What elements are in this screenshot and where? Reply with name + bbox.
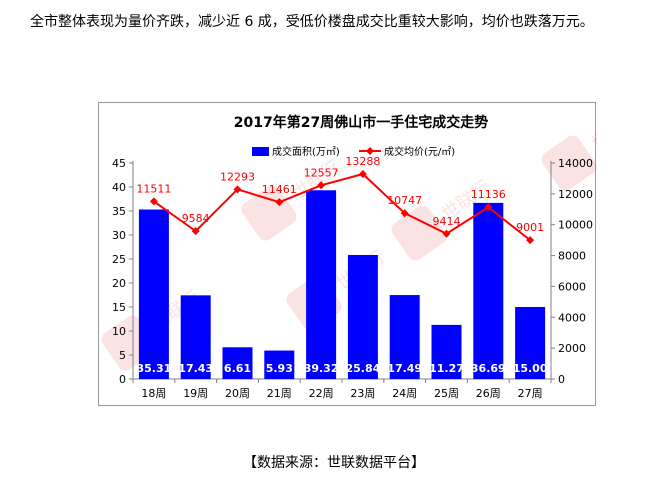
y-right-tick-label: 14000 [558, 157, 593, 170]
line-value-label: 13288 [345, 155, 380, 168]
bar [347, 254, 378, 379]
line-point [317, 181, 326, 190]
bar-value-label: 39.32 [304, 362, 339, 375]
legend-label-bar: 成交面积(万㎡) [272, 145, 340, 158]
watermark-badge [541, 135, 597, 191]
bar [138, 209, 169, 379]
chart-axes: 0 5 10 15 20 25 30 35 40 45 0 2000 4000 6000 8000 10000… [112, 157, 593, 386]
line-point [149, 197, 158, 206]
y-right-tick-label: 2000 [558, 342, 586, 355]
line-point [275, 198, 284, 207]
line-value-label: 11136 [471, 188, 506, 201]
bar [515, 307, 546, 379]
y-right-tick-label: 8000 [558, 250, 586, 263]
y-left-tick-label: 20 [112, 277, 126, 290]
line-value-label: 11461 [262, 183, 297, 196]
watermark-logo: 世联行 [286, 247, 389, 331]
chart-title: 2017年第27周佛山市一手住宅成交走势 [234, 114, 488, 131]
x-tick-label: 26周 [476, 387, 501, 400]
y-left-tick-label: 45 [112, 157, 126, 170]
line-point [442, 229, 451, 238]
bar-value-label: 15.00 [513, 362, 548, 375]
x-tick-label: 25周 [434, 387, 459, 400]
bar-value-label: 36.69 [471, 362, 506, 375]
intro-paragraph: 全市整体表现为量价齐跌，减少近 6 成，受低价楼盘成交比重较大影响，均价也跌落万… [30, 14, 594, 30]
y-left-tick-label: 5 [119, 349, 126, 362]
line-series: 11511 9584 12293 11461 12557 13288 10747 9414 11… [136, 155, 544, 245]
line-value-label: 9001 [516, 221, 544, 234]
chart-frame: 世联行世联行世联行世联行世联行 2017年第27周佛山市一手住宅成交走势 成交面… [98, 102, 597, 406]
line-value-label: 11511 [136, 182, 171, 195]
y-left-tick-label: 0 [119, 373, 126, 386]
line-value-label: 10747 [387, 194, 422, 207]
bar [264, 350, 295, 379]
y-right-tick-label: 6000 [558, 280, 586, 293]
line-path [153, 172, 531, 241]
bar [473, 202, 504, 379]
price-volume-chart: 世联行世联行世联行世联行世联行 2017年第27周佛山市一手住宅成交走势 成交面… [101, 107, 597, 400]
bar-value-label: 6.61 [224, 362, 251, 375]
y-left-tick-label: 40 [112, 181, 126, 194]
y-right-tick-label: 4000 [558, 311, 586, 324]
x-tick-label: 22周 [309, 387, 334, 400]
x-tick-label: 19周 [183, 387, 208, 400]
line-value-label: 9414 [433, 215, 461, 228]
bar [180, 295, 211, 379]
watermark-badge [241, 185, 297, 241]
bar [222, 347, 253, 379]
bar [431, 324, 462, 379]
bar-value-label: 5.93 [266, 362, 293, 375]
line-point [358, 169, 367, 178]
x-tick-label: 24周 [392, 387, 417, 400]
bar-value-label: 35.31 [137, 362, 172, 375]
watermark-text: 世联行 [588, 107, 597, 155]
x-tick-label: 21周 [267, 387, 292, 400]
line-point [400, 209, 409, 218]
y-right-tick-label: 0 [558, 373, 565, 386]
y-left-tick-label: 15 [112, 301, 126, 314]
legend-label-line: 成交均价(元/㎡) [384, 145, 455, 158]
bar-series: 35.31 17.43 6.61 5.93 39.32 25.84 17.49 11.27 36… [137, 190, 548, 379]
x-tick-label: 23周 [350, 387, 375, 400]
bar-value-label: 17.43 [178, 362, 213, 375]
y-right-tick-label: 12000 [558, 188, 593, 201]
x-axis-labels: 18周 19周 20周 21周 22周 23周 24周 25周 26周 27周 [141, 387, 542, 400]
y-left-tick-label: 35 [112, 205, 126, 218]
y-left-tick-label: 30 [112, 229, 126, 242]
line-point [191, 227, 200, 236]
data-source-note: 【数据来源：世联数据平台】 [243, 455, 425, 471]
y-left-tick-label: 10 [112, 325, 126, 338]
y-right-tick-label: 10000 [558, 219, 593, 232]
legend-marker-line [366, 147, 374, 155]
line-point [484, 203, 493, 212]
x-tick-label: 20周 [225, 387, 250, 400]
legend-swatch-bar [252, 147, 269, 156]
chart-legend: 成交面积(万㎡) 成交均价(元/㎡) [252, 145, 455, 158]
line-value-label: 9584 [182, 212, 210, 225]
bar [306, 190, 337, 379]
bar-value-label: 25.84 [346, 362, 381, 375]
x-tick-label: 18周 [141, 387, 166, 400]
line-point [233, 185, 242, 194]
y-left-tick-label: 25 [112, 253, 126, 266]
watermark-logo: 世联行 [541, 107, 597, 191]
watermark-badge [391, 205, 447, 261]
bar [389, 295, 420, 379]
line-value-label: 12557 [304, 166, 339, 179]
line-point [526, 236, 535, 245]
bar-value-label: 17.49 [387, 362, 422, 375]
line-value-label: 12293 [220, 170, 255, 183]
x-tick-label: 27周 [518, 387, 543, 400]
bar-value-label: 11.27 [429, 362, 464, 375]
